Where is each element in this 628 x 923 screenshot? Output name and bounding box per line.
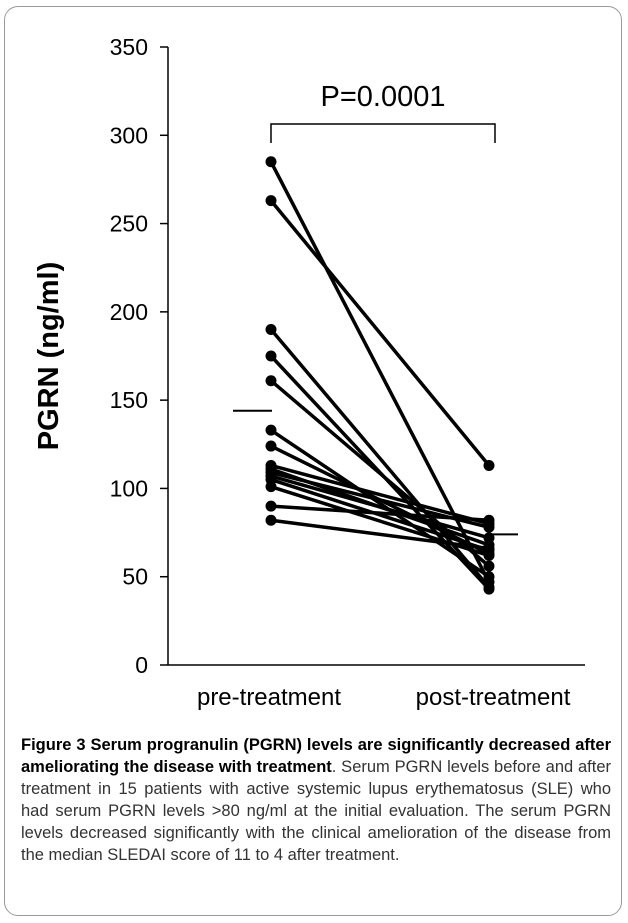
- caption-title: Figure 3 Serum progranulin (PGRN) levels…: [21, 736, 611, 776]
- p-value-label: P=0.0001: [321, 81, 446, 113]
- series-line: [270, 504, 490, 522]
- pre-point: [265, 350, 277, 362]
- pre-point: [265, 500, 277, 512]
- y-tick-label: 350: [110, 34, 148, 60]
- pre-point: [265, 324, 277, 336]
- post-point: [483, 514, 495, 526]
- series-line: [270, 463, 490, 526]
- post-point: [483, 560, 495, 572]
- series-line: [270, 518, 490, 551]
- figure-frame: [4, 6, 622, 916]
- pre-point: [265, 514, 277, 526]
- pre-point: [265, 195, 277, 207]
- y-tick-label: 250: [110, 211, 148, 237]
- y-axis-label: PGRN (ng/ml): [33, 262, 65, 451]
- y-tick-label: 300: [110, 122, 148, 148]
- data-points: [265, 156, 495, 595]
- post-point: [483, 459, 495, 471]
- series-line: [269, 199, 491, 467]
- caption-body: . Serum PGRN levels before and after tre…: [21, 758, 611, 864]
- significance-bracket: [270, 123, 496, 143]
- y-ticks: 0 50 100 150 200 250 300 350: [110, 34, 168, 678]
- figure-caption: Figure 3 Serum progranulin (PGRN) levels…: [21, 734, 611, 866]
- y-tick-label: 50: [122, 564, 148, 590]
- paired-line-chart: 0 50 100 150 200 250 300 350 P=0.0001 PGRN (ng/…: [33, 34, 585, 711]
- pre-point: [265, 440, 277, 452]
- series-line: [269, 160, 491, 583]
- series-line: [270, 428, 490, 579]
- y-tick-label: 100: [110, 475, 148, 501]
- series-lines: [269, 160, 491, 591]
- y-tick-label: 150: [110, 387, 148, 413]
- pre-point: [265, 424, 277, 436]
- x-tick-label-post: post-treatment: [416, 684, 571, 711]
- significance-annotation: P=0.0001: [270, 81, 496, 143]
- axes: [167, 47, 585, 666]
- post-point: [483, 583, 495, 595]
- pre-point: [265, 375, 277, 387]
- series-line: [270, 474, 490, 540]
- pre-point: [265, 156, 277, 168]
- pre-point: [265, 481, 277, 493]
- median-bars: [233, 409, 518, 536]
- series-line: [270, 477, 490, 552]
- y-tick-label: 200: [110, 299, 148, 325]
- post-point: [483, 542, 495, 554]
- y-tick-label: 0: [135, 652, 148, 678]
- post-point: [483, 571, 495, 583]
- x-tick-label-pre: pre-treatment: [197, 684, 341, 711]
